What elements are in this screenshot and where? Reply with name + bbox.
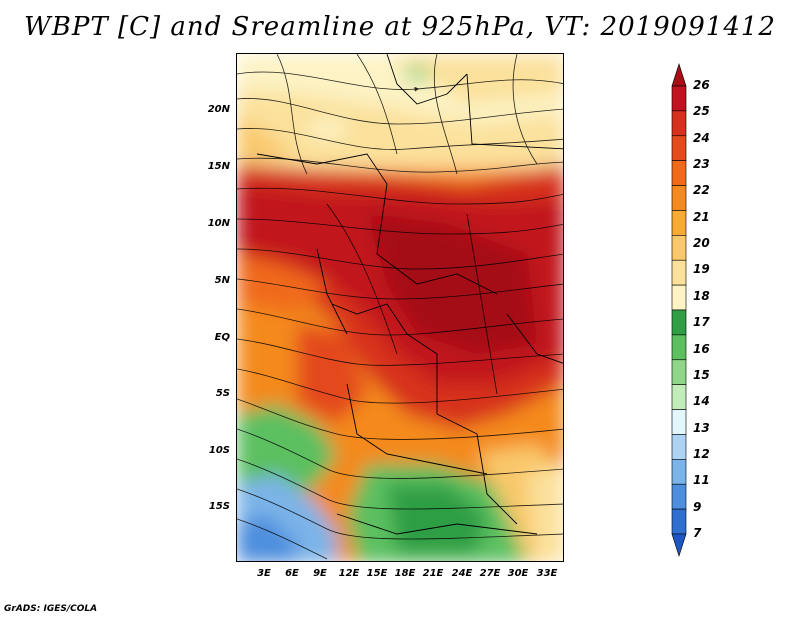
colorbar-label: 19 xyxy=(693,262,710,277)
colorbar-swatch xyxy=(671,434,687,460)
streamlines xyxy=(237,54,563,560)
lon-tick-label: 6E xyxy=(285,568,299,579)
colorbar-label: 9 xyxy=(693,499,702,514)
colorbar-label: 12 xyxy=(693,446,710,461)
colorbar-swatch xyxy=(671,483,687,510)
lon-tick-label: 33E xyxy=(536,568,558,579)
lon-tick-label: 18E xyxy=(394,568,416,579)
colorbar-label: 16 xyxy=(693,341,710,356)
colorbar-label: 11 xyxy=(693,473,710,488)
lat-tick-label: 20N xyxy=(207,104,230,115)
colorbar-label: 14 xyxy=(693,394,710,409)
colorbar-swatch xyxy=(671,185,687,211)
lat-tick-label: 10S xyxy=(208,445,230,456)
lon-tick-label: 27E xyxy=(479,568,501,579)
colorbar-label: 24 xyxy=(693,130,710,145)
lat-tick-label: EQ xyxy=(214,332,230,343)
lon-tick-label: 21E xyxy=(422,568,444,579)
colorbar-label: 21 xyxy=(693,209,710,224)
colorbar-swatch xyxy=(671,459,687,485)
colorbar-swatch xyxy=(671,334,687,361)
colorbar-label: 15 xyxy=(693,367,710,382)
footer-credit: GrADS: IGES/COLA xyxy=(4,604,98,614)
colorbar-swatch xyxy=(671,259,687,286)
field-svg xyxy=(237,54,563,561)
map-title: WBPT [C] and Sreamline at 925hPa, VT: 20… xyxy=(24,12,776,42)
colorbar-swatch xyxy=(671,160,687,186)
borders xyxy=(256,54,563,535)
colorbar-swatch xyxy=(671,235,687,261)
lon-tick-label: 3E xyxy=(257,568,271,579)
colorbar-swatch xyxy=(671,110,687,137)
wbpt-field xyxy=(237,54,563,561)
colorbar-label: 7 xyxy=(693,526,702,540)
colorbar-swatch xyxy=(671,210,687,236)
lon-tick-label: 15E xyxy=(366,568,388,579)
colorbar-swatch xyxy=(671,359,687,385)
lon-tick-label: 12E xyxy=(338,568,360,579)
lon-tick-label: 9E xyxy=(313,568,327,579)
lon-tick-label: 24E xyxy=(451,568,473,579)
map-panel xyxy=(236,53,564,562)
lat-tick-label: 10N xyxy=(207,218,230,229)
colorbar-label: 20 xyxy=(693,236,710,251)
colorbar-swatch xyxy=(671,135,687,161)
colorbar-label: 23 xyxy=(693,157,710,172)
colorbar-label: 25 xyxy=(693,104,710,119)
colorbar-swatch xyxy=(671,309,687,336)
lat-tick-label: 5N xyxy=(214,275,230,286)
colorbar-label: 17 xyxy=(693,315,710,330)
lat-tick-label: 15N xyxy=(207,161,230,172)
colorbar-label: 22 xyxy=(693,183,710,198)
colorbar-swatch xyxy=(671,85,687,112)
lon-tick-label: 30E xyxy=(507,568,529,579)
colorbar-swatch xyxy=(671,384,687,410)
colorbar-swatch xyxy=(671,508,687,535)
lat-tick-label: 15S xyxy=(208,501,230,512)
colorbar-bottom-arrow xyxy=(671,533,687,557)
colorbar-swatch xyxy=(671,284,687,311)
colorbar-label: 18 xyxy=(693,288,710,303)
colorbar-swatch xyxy=(671,409,687,435)
colorbar-top-arrow xyxy=(671,63,687,87)
colorbar-label: 26 xyxy=(693,78,710,92)
lat-tick-label: 5S xyxy=(215,388,230,399)
colorbar-label: 13 xyxy=(693,420,710,435)
